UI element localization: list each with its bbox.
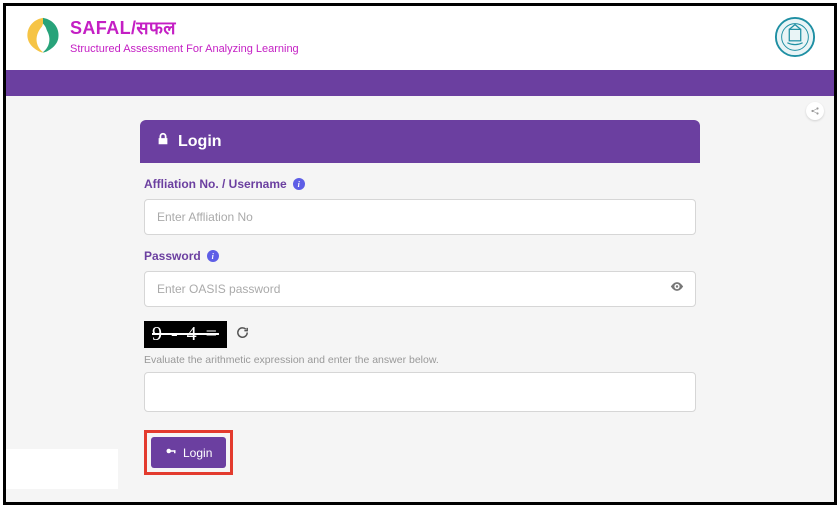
login-body: Affliation No. / Username i Password i xyxy=(140,163,700,479)
password-label-row: Password i xyxy=(144,249,696,263)
login-button-highlight: Login xyxy=(144,430,233,475)
login-panel-header: Login xyxy=(140,120,700,163)
page-header: SAFAL/सफल Structured Assessment For Anal… xyxy=(6,6,834,70)
refresh-icon[interactable] xyxy=(235,325,250,345)
lock-icon xyxy=(156,132,170,151)
page-content: Login Affliation No. / Username i Passwo… xyxy=(6,96,834,489)
key-icon xyxy=(165,445,177,460)
white-corner-block xyxy=(6,449,118,489)
captcha-row: 9 - 4 = xyxy=(144,321,696,348)
login-card: Login Affliation No. / Username i Passwo… xyxy=(140,120,700,479)
captcha-input[interactable] xyxy=(144,372,696,412)
eye-icon[interactable] xyxy=(670,280,684,299)
share-icon[interactable] xyxy=(806,102,824,120)
captcha-help-text: Evaluate the arithmetic expression and e… xyxy=(144,354,696,366)
brand-title: SAFAL/सफल xyxy=(70,16,299,40)
username-label: Affliation No. / Username xyxy=(144,177,287,191)
info-icon[interactable]: i xyxy=(207,250,219,262)
login-button[interactable]: Login xyxy=(151,437,226,468)
username-input[interactable] xyxy=(144,199,696,235)
brand-block: SAFAL/सफल Structured Assessment For Anal… xyxy=(24,16,299,55)
password-label: Password xyxy=(144,249,201,263)
nav-strip xyxy=(6,70,834,96)
cbse-emblem xyxy=(774,16,816,58)
login-panel-title: Login xyxy=(178,133,222,151)
brand-subtitle: Structured Assessment For Analyzing Lear… xyxy=(70,43,299,55)
safal-logo xyxy=(24,16,62,54)
captcha-image: 9 - 4 = xyxy=(144,321,227,348)
username-label-row: Affliation No. / Username i xyxy=(144,177,696,191)
info-icon[interactable]: i xyxy=(293,178,305,190)
password-input[interactable] xyxy=(144,271,696,307)
login-button-label: Login xyxy=(183,446,212,460)
